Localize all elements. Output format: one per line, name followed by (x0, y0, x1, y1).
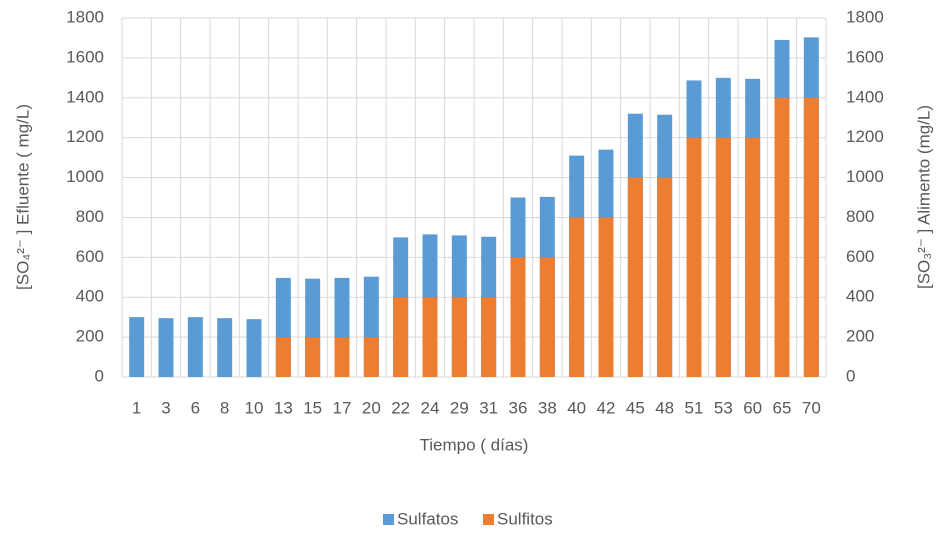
x-tick-label: 40 (567, 398, 586, 417)
x-tick-label: 6 (191, 398, 200, 417)
x-tick-label: 22 (391, 398, 410, 417)
y2-tick-label: 1000 (846, 167, 884, 186)
bar (598, 217, 614, 377)
x-tick-label: 70 (802, 398, 821, 417)
x-tick-label: 38 (538, 398, 557, 417)
bar (217, 318, 233, 377)
x-tick-label: 65 (773, 398, 792, 417)
x-tick-label: 8 (220, 398, 229, 417)
x-tick-label: 13 (274, 398, 293, 417)
y-tick-label: 400 (76, 287, 104, 306)
y-tick-label: 1400 (66, 87, 104, 106)
y-tick-label: 600 (76, 247, 104, 266)
y2-tick-label: 1800 (846, 7, 884, 26)
bar (305, 337, 321, 377)
bar (627, 177, 643, 377)
bar (481, 297, 497, 377)
legend-label: Sulfatos (397, 509, 458, 528)
y2-tick-label: 800 (846, 207, 874, 226)
y-tick-label: 0 (95, 366, 104, 385)
y2-axis-title: [SO₃²⁻ ] Alimento (mg/L) (914, 105, 933, 289)
y-tick-label: 800 (76, 207, 104, 226)
bar (569, 217, 585, 377)
y-tick-label: 200 (76, 327, 104, 346)
x-tick-label: 53 (714, 398, 733, 417)
x-tick-label: 10 (245, 398, 264, 417)
y-tick-label: 1000 (66, 167, 104, 186)
y2-tick-label: 1200 (846, 127, 884, 146)
y-tick-label: 1600 (66, 47, 104, 66)
bar (275, 337, 291, 377)
y2-tick-label: 200 (846, 327, 874, 346)
x-axis-title: Tiempo ( días) (420, 435, 529, 454)
y2-tick-label: 1600 (846, 47, 884, 66)
x-tick-label: 3 (161, 398, 170, 417)
bar (686, 137, 702, 377)
bar (158, 318, 174, 377)
bar (393, 297, 409, 377)
x-tick-label: 60 (743, 398, 762, 417)
x-tick-label: 20 (362, 398, 381, 417)
bar (657, 177, 673, 377)
x-tick-label: 51 (685, 398, 704, 417)
x-tick-label: 1 (132, 398, 141, 417)
bar (745, 137, 761, 377)
bar (510, 257, 526, 377)
y2-tick-label: 0 (846, 366, 855, 385)
bar (803, 97, 819, 378)
x-tick-label: 15 (303, 398, 322, 417)
bar (422, 297, 438, 377)
y-tick-label: 1200 (66, 127, 104, 146)
bar (539, 257, 555, 377)
bar (334, 337, 350, 377)
y2-tick-label: 600 (846, 247, 874, 266)
x-tick-label: 29 (450, 398, 469, 417)
x-tick-label: 31 (479, 398, 498, 417)
bar (187, 317, 203, 377)
x-tick-label: 48 (655, 398, 674, 417)
bar (451, 297, 467, 377)
bar (129, 317, 145, 377)
x-tick-label: 45 (626, 398, 645, 417)
x-tick-label: 42 (597, 398, 616, 417)
x-tick-label: 17 (333, 398, 352, 417)
y-axis-title: [SO₄²⁻ ] Efluente ( mg/L) (13, 104, 32, 290)
legend-swatch (383, 514, 394, 525)
y2-tick-label: 400 (846, 287, 874, 306)
bar (774, 97, 790, 378)
legend-swatch (483, 514, 494, 525)
bar (246, 319, 262, 377)
y-tick-label: 1800 (66, 7, 104, 26)
y2-tick-label: 1400 (846, 87, 884, 106)
bar (363, 337, 379, 377)
x-tick-label: 36 (509, 398, 528, 417)
legend-label: Sulfitos (497, 509, 553, 528)
x-tick-label: 24 (421, 398, 440, 417)
bar (715, 137, 731, 377)
